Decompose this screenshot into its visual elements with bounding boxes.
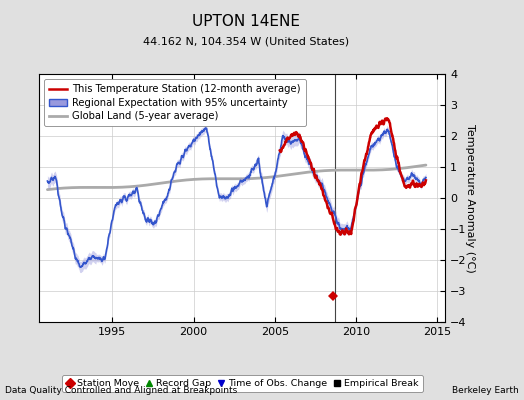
Text: 44.162 N, 104.354 W (United States): 44.162 N, 104.354 W (United States) xyxy=(143,37,350,47)
Legend: Station Move, Record Gap, Time of Obs. Change, Empirical Break: Station Move, Record Gap, Time of Obs. C… xyxy=(62,375,423,392)
Text: Data Quality Controlled and Aligned at Breakpoints: Data Quality Controlled and Aligned at B… xyxy=(5,386,237,395)
Y-axis label: Temperature Anomaly (°C): Temperature Anomaly (°C) xyxy=(465,124,475,272)
Text: Berkeley Earth: Berkeley Earth xyxy=(452,386,519,395)
Text: UPTON 14ENE: UPTON 14ENE xyxy=(192,14,300,30)
